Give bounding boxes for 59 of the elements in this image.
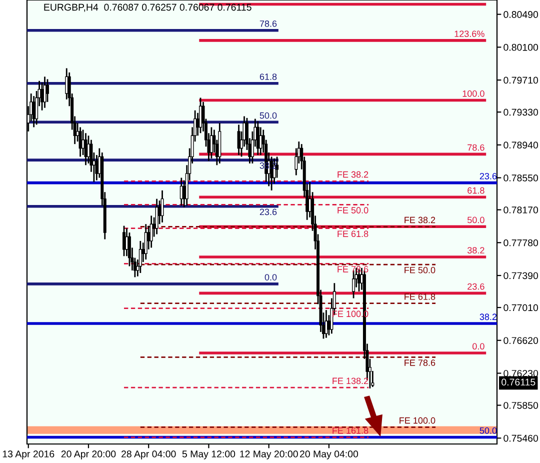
series-label: FE 161.8 [332,427,368,434]
series-label: FE 38.2 [338,171,368,178]
x-tick-label: 28 Apr 04:00 [122,450,176,460]
y-tick-label: 0.79330 [504,108,538,116]
series-label: FE 61.8 [338,230,368,238]
y-tick-label: 0.77010 [504,304,538,312]
series-label: FE 38.2 [404,216,436,224]
series-label: FE 78.6 [404,360,436,366]
candlestick [256,120,260,156]
series-label: FE 50.0 [404,266,436,274]
series-label: FE 50.0 [338,207,368,214]
series-label: 23.6 [468,283,484,290]
candlestick [128,232,131,267]
candlestick [160,190,164,224]
series-label: 23.6 [260,208,277,216]
candlestick [138,240,142,274]
y-tick-label: 0.76620 [504,337,538,344]
series-label: 38.2 [467,247,484,254]
x-tick-label: 20 Apr 20:00 [61,450,116,460]
y-tick-label: 0.79710 [504,76,538,84]
series-label: FE 100.0 [400,417,436,424]
x-tick-label: 12 May 20:00 [240,450,298,460]
candlestick [237,124,240,156]
y-tick-label: 0.80100 [504,44,538,51]
candlestick [144,223,148,260]
series-label: FE 61.8 [404,293,436,300]
y-tick-label: 0.77780 [504,239,538,246]
candlestick [78,126,82,158]
series-label: 78.6 [468,144,484,151]
candlestick [155,198,158,235]
series-label: 50.0 [467,216,484,224]
series-label: 100.0 [462,90,484,97]
series-label: 123.6% [454,30,484,37]
y-tick-label: 0.78170 [504,206,538,214]
x-tick-label: 20 May 04:00 [300,450,358,460]
text: 0.76115 [502,378,536,386]
y-tick-label: 0.78940 [504,142,538,149]
series-label: 50.0 [260,112,277,119]
candlestick [43,76,46,109]
y-tick-label: 0.78550 [504,174,538,182]
series-label: 0.0 [472,343,484,350]
series-label: FE 138.2 [332,378,368,384]
series-label: 61.8 [468,187,484,194]
series-label: FE 78.6 [338,266,368,272]
x-tick-label: 13 Apr 2016 [2,450,54,460]
series-label: 78.6 [260,20,277,27]
candlestick [210,126,213,160]
series-label: 0.0 [264,274,277,280]
candlestick [199,97,202,134]
candlestick [324,309,328,339]
y-tick-label: 0.80490 [504,11,538,18]
series-label: 61.8 [260,74,277,80]
chart-title: EURGBP,H4 0.76087 0.76257 0.76067 0.76115 [44,4,252,12]
candlestick [150,214,153,248]
x-tick-label: 5 May 12:00 [182,450,236,460]
y-tick-label: 0.75850 [504,402,538,409]
y-tick-label: 0.77390 [504,272,538,280]
y-tick-label: 0.75460 [504,434,538,442]
series-label: 38.2 [480,314,497,320]
